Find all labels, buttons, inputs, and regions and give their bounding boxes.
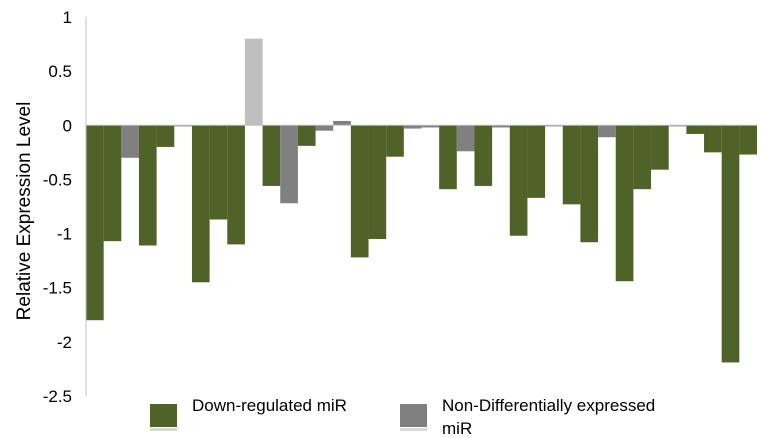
bar-14 <box>315 125 334 131</box>
legend-swatch-shadow <box>150 428 177 431</box>
bar-31 <box>615 125 634 282</box>
legend-label-down: Down-regulated miR <box>192 396 347 415</box>
bar-11 <box>262 125 281 186</box>
legend-label-nondiff: miR <box>442 419 472 438</box>
bar-4 <box>138 125 157 246</box>
y-axis-title: Relative Expression Level <box>14 102 35 321</box>
bar-22 <box>456 125 475 152</box>
y-tick-label: -2 <box>57 333 72 352</box>
bar-33 <box>651 125 669 170</box>
bar-28 <box>562 125 581 205</box>
legend-swatch-down <box>150 404 177 427</box>
bar-17 <box>368 125 387 239</box>
y-tick-label: -1 <box>57 225 72 244</box>
legend-swatch-shadow <box>400 428 427 431</box>
bar-8 <box>209 125 228 220</box>
bar-36 <box>704 125 722 153</box>
bar-35 <box>686 125 705 134</box>
bar-12 <box>280 125 298 204</box>
bar-13 <box>297 125 316 146</box>
bar-19 <box>403 125 422 129</box>
y-axis-ticks: 1 0.5 0 -0.5 -1 -1.5 -2 -2.5 <box>43 8 72 406</box>
y-tick-label: -2.5 <box>43 387 72 406</box>
bar-26 <box>527 125 546 198</box>
bar-20 <box>421 125 440 128</box>
y-tick-label: 1 <box>63 8 72 27</box>
bar-18 <box>386 125 404 157</box>
bar-29 <box>580 125 599 243</box>
y-tick-label: 0.5 <box>48 62 72 81</box>
bar-15 <box>333 120 351 126</box>
bar-1 <box>86 125 104 321</box>
bar-7 <box>191 125 210 283</box>
legend: Down-regulated miR Non-Differentially exp… <box>150 396 655 438</box>
bar-10 <box>244 38 263 126</box>
bar-5 <box>156 125 175 147</box>
bar-37 <box>721 125 740 363</box>
bar-21 <box>439 125 457 190</box>
bars <box>86 38 757 363</box>
bar-24 <box>492 125 510 128</box>
bar-34 <box>668 125 687 127</box>
bar-38 <box>739 125 757 155</box>
bar-27 <box>545 125 563 127</box>
bar-25 <box>509 125 528 236</box>
bar-32 <box>633 125 652 190</box>
y-tick-label: 0 <box>63 116 72 135</box>
legend-swatch-nondiff <box>400 404 427 427</box>
bar-30 <box>598 125 616 138</box>
bar-9 <box>227 125 245 245</box>
bar-6 <box>174 125 192 127</box>
y-tick-label: -0.5 <box>43 170 72 189</box>
bar-3 <box>121 125 139 158</box>
y-tick-label: -1.5 <box>43 279 72 298</box>
bar-23 <box>474 125 493 186</box>
bar-2 <box>103 125 122 242</box>
bar-16 <box>350 125 369 258</box>
legend-label-nondiff: Non-Differentially expressed <box>442 396 655 415</box>
